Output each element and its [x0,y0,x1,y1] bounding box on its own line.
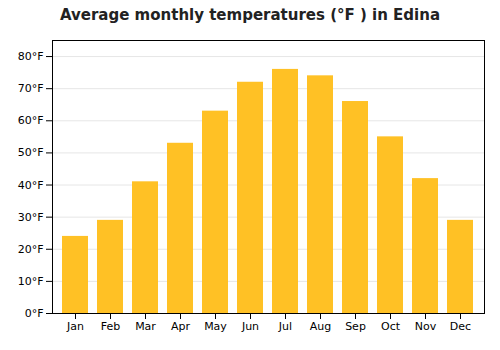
svg-text:Feb: Feb [101,320,120,333]
svg-text:Sep: Sep [345,320,366,333]
svg-text:Oct: Oct [381,320,401,333]
svg-text:20°F: 20°F [18,243,44,256]
svg-text:0°F: 0°F [25,307,44,320]
svg-text:50°F: 50°F [18,146,44,159]
svg-text:Dec: Dec [450,320,471,333]
svg-text:80°F: 80°F [18,50,44,63]
svg-text:Apr: Apr [171,320,191,333]
svg-text:May: May [204,320,227,333]
svg-text:70°F: 70°F [18,82,44,95]
svg-text:Jan: Jan [66,320,84,333]
svg-text:Aug: Aug [310,320,331,333]
svg-text:60°F: 60°F [18,114,44,127]
svg-text:Jul: Jul [278,320,292,333]
svg-text:Nov: Nov [415,320,437,333]
svg-text:Mar: Mar [135,320,156,333]
svg-text:40°F: 40°F [18,179,44,192]
svg-text:30°F: 30°F [18,211,44,224]
svg-text:Jun: Jun [241,320,259,333]
svg-text:10°F: 10°F [18,275,44,288]
html-text:Average monthly temperatures (: Average monthly temperatures (°F ) in Ed… [59,6,441,24]
